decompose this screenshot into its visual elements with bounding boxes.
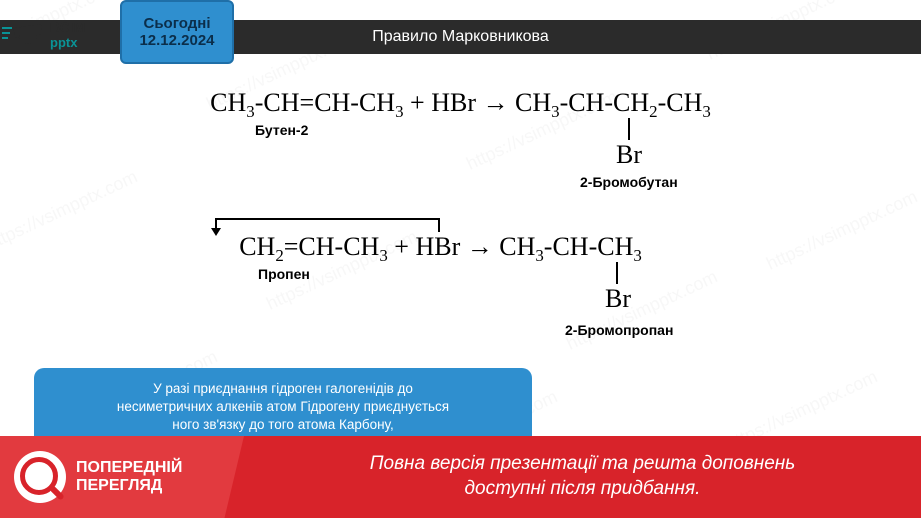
chemistry-area: CH3-CH=CH-CH3 + HBr → CH3-CH-CH2-CH3 Br … bbox=[0, 80, 921, 362]
reaction-2-equation: CH2=CH-CH3 + HBr → CH3-CH-CH3 bbox=[239, 232, 642, 266]
bond-line bbox=[616, 262, 618, 284]
reaction-2-br: Br bbox=[605, 284, 631, 314]
preview-badge: ПОПЕРЕДНІЙ ПЕРЕГЛЯД bbox=[0, 436, 244, 518]
rule-line-3: ного зв'язку до того атома Карбону, bbox=[48, 416, 518, 434]
markovnikov-arrow bbox=[215, 218, 440, 220]
date-label: Сьогодні bbox=[122, 15, 232, 32]
reaction-1-equation: CH3-CH=CH-CH3 + HBr → CH3-CH-CH2-CH3 bbox=[210, 88, 711, 122]
reaction-1-reactant-label: Бутен-2 bbox=[255, 122, 308, 138]
logo-line2: pptx bbox=[50, 35, 77, 50]
magnifier-icon bbox=[14, 451, 66, 503]
preview-badge-text: ПОПЕРЕДНІЙ ПЕРЕГЛЯД bbox=[76, 459, 182, 494]
logo-icon bbox=[14, 24, 44, 46]
logo: ВСІМ pptx bbox=[14, 20, 85, 49]
reaction-2-reactant-label: Пропен bbox=[258, 266, 310, 282]
preview-msg-line2: доступні після придбання. bbox=[264, 477, 901, 502]
logo-line1: ВСІМ bbox=[50, 19, 85, 35]
reaction-1-br: Br bbox=[616, 140, 642, 170]
arrow-head-icon bbox=[211, 228, 221, 236]
preview-line1: ПОПЕРЕДНІЙ bbox=[76, 459, 182, 477]
preview-banner: ПОПЕРЕДНІЙ ПЕРЕГЛЯД Повна версія презент… bbox=[0, 436, 921, 518]
date-badge: Сьогодні 12.12.2024 bbox=[120, 0, 234, 64]
rule-line-2: несиметричних алкенів атом Гідрогену при… bbox=[48, 398, 518, 416]
bond-line bbox=[628, 118, 630, 140]
reaction-1-product-label: 2-Бромобутан bbox=[580, 174, 678, 190]
preview-message: Повна версія презентації та решта доповн… bbox=[244, 452, 921, 501]
rule-line-1: У разі приєднання гідроген галогенідів д… bbox=[48, 380, 518, 398]
logo-text: ВСІМ pptx bbox=[50, 20, 85, 49]
preview-line2: ПЕРЕГЛЯД bbox=[76, 477, 182, 495]
date-value: 12.12.2024 bbox=[122, 32, 232, 49]
reaction-2-product-label: 2-Бромопропан bbox=[565, 322, 673, 338]
preview-msg-line1: Повна версія презентації та решта доповн… bbox=[264, 452, 901, 477]
